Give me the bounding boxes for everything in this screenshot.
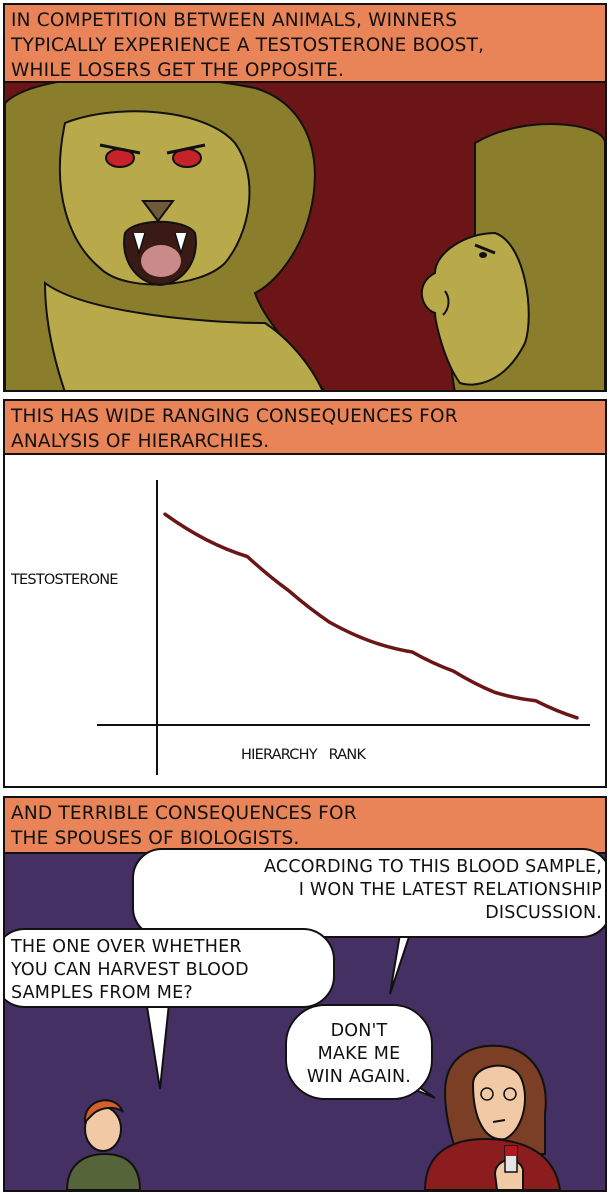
panel-chart: This has wide ranging consequences for a… xyxy=(3,399,607,788)
man-body xyxy=(65,1152,142,1190)
panel-lion-fight: In competition between animals, winners … xyxy=(3,3,607,392)
y-axis-label: Testosterone xyxy=(11,572,118,588)
chart-scene: Testosterone Hierarchy Rank xyxy=(5,455,605,786)
series-line-testosterone xyxy=(163,512,579,720)
lion-illustration xyxy=(5,83,605,390)
spouses-scene: According to this blood sample, I won th… xyxy=(5,848,605,1190)
lion-scene xyxy=(5,83,605,390)
caption-panel-2: This has wide ranging consequences for a… xyxy=(5,401,605,455)
lion-nose xyxy=(141,200,175,223)
speech-bubble-woman-1: According to this blood sample, I won th… xyxy=(132,848,605,938)
speech-bubble-man: The one over whether you can harvest blo… xyxy=(5,928,335,1008)
spouses-illustration xyxy=(65,933,562,1190)
caption-panel-1: In competition between animals, winners … xyxy=(5,5,605,83)
speech-bubble-woman-2: Don't make me win again. xyxy=(285,1004,433,1100)
x-axis-label: Hierarchy Rank xyxy=(241,747,366,763)
lion-body xyxy=(43,281,324,390)
second-lion-face xyxy=(420,231,530,386)
woman-body xyxy=(423,1137,562,1190)
panel-spouses: And terrible consequences for the spouse… xyxy=(3,796,607,1192)
man-hair xyxy=(83,1099,124,1125)
testosterone-chart xyxy=(97,480,590,775)
woman-face xyxy=(471,1064,526,1141)
caption-panel-3: And terrible consequences for the spouse… xyxy=(5,798,605,854)
